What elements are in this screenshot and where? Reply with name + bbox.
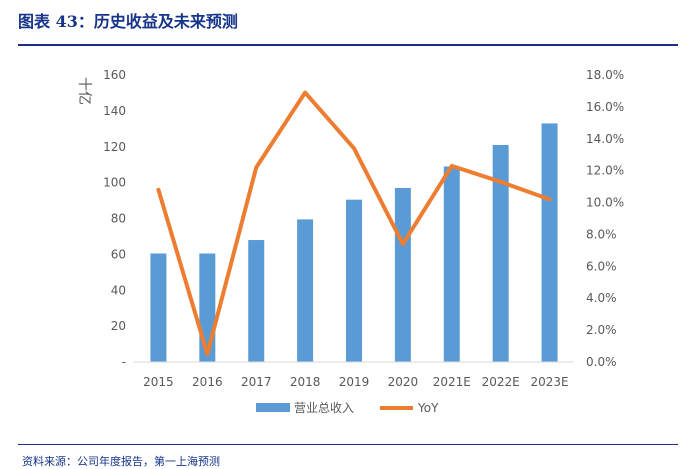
revenue-bar-2015 bbox=[150, 253, 166, 362]
x-axis-ticks: 2015 2016 2017 2018 2019 2020 2021E 2022E 2023E bbox=[143, 375, 568, 389]
revenue-bar-2016 bbox=[199, 253, 215, 362]
revenue-bar-2021E bbox=[444, 166, 460, 362]
left-tick-label: 140 bbox=[103, 104, 126, 118]
right-tick-label: 18.0% bbox=[586, 68, 624, 82]
revenue-bar-2018 bbox=[297, 219, 313, 362]
revenue-bars bbox=[150, 123, 557, 362]
x-tick-label: 2020 bbox=[388, 375, 419, 389]
x-tick-label: 2019 bbox=[339, 375, 370, 389]
revenue-bar-2022E bbox=[493, 145, 509, 362]
y-axis-unit-label: 十亿 bbox=[76, 77, 92, 105]
left-tick-label: 120 bbox=[103, 140, 126, 154]
right-tick-label: 2.0% bbox=[586, 323, 617, 337]
revenue-yoy-chart: - 20 40 60 80 100 120 140 160 0.0% 2.0% 4.0% 6.0% 8.… bbox=[0, 0, 696, 440]
legend-label-yoy: YoY bbox=[417, 401, 439, 415]
revenue-bar-2019 bbox=[346, 200, 362, 362]
left-tick-label: 60 bbox=[111, 247, 126, 261]
x-tick-label: 2023E bbox=[530, 375, 568, 389]
left-tick-label: - bbox=[122, 355, 126, 369]
legend-label-revenue: 营业总收入 bbox=[294, 401, 354, 415]
x-tick-label: 2015 bbox=[143, 375, 174, 389]
right-tick-label: 10.0% bbox=[586, 196, 624, 210]
revenue-bar-2020 bbox=[395, 188, 411, 362]
revenue-bar-2023E bbox=[542, 123, 558, 362]
right-tick-label: 4.0% bbox=[586, 291, 617, 305]
left-tick-label: 160 bbox=[103, 68, 126, 82]
left-axis-ticks: - 20 40 60 80 100 120 140 160 bbox=[103, 68, 126, 369]
left-tick-label: 80 bbox=[111, 212, 126, 226]
right-tick-label: 16.0% bbox=[586, 100, 624, 114]
x-tick-label: 2021E bbox=[433, 375, 471, 389]
right-tick-label: 6.0% bbox=[586, 259, 617, 273]
source-rule bbox=[18, 444, 678, 445]
right-tick-label: 0.0% bbox=[586, 355, 617, 369]
left-tick-label: 20 bbox=[111, 319, 126, 333]
left-tick-label: 40 bbox=[111, 283, 126, 297]
revenue-bar-2017 bbox=[248, 240, 264, 362]
x-tick-label: 2018 bbox=[290, 375, 321, 389]
right-tick-label: 8.0% bbox=[586, 227, 617, 241]
x-tick-label: 2022E bbox=[482, 375, 520, 389]
x-tick-label: 2016 bbox=[192, 375, 223, 389]
legend: 营业总收入 YoY bbox=[256, 401, 439, 415]
right-tick-label: 12.0% bbox=[586, 164, 624, 178]
right-axis-ticks: 0.0% 2.0% 4.0% 6.0% 8.0% 10.0% 12.0% 14.0% 16.0%… bbox=[586, 68, 624, 369]
right-tick-label: 14.0% bbox=[586, 132, 624, 146]
legend-swatch-revenue bbox=[256, 403, 290, 412]
x-tick-label: 2017 bbox=[241, 375, 272, 389]
left-tick-label: 100 bbox=[103, 176, 126, 190]
